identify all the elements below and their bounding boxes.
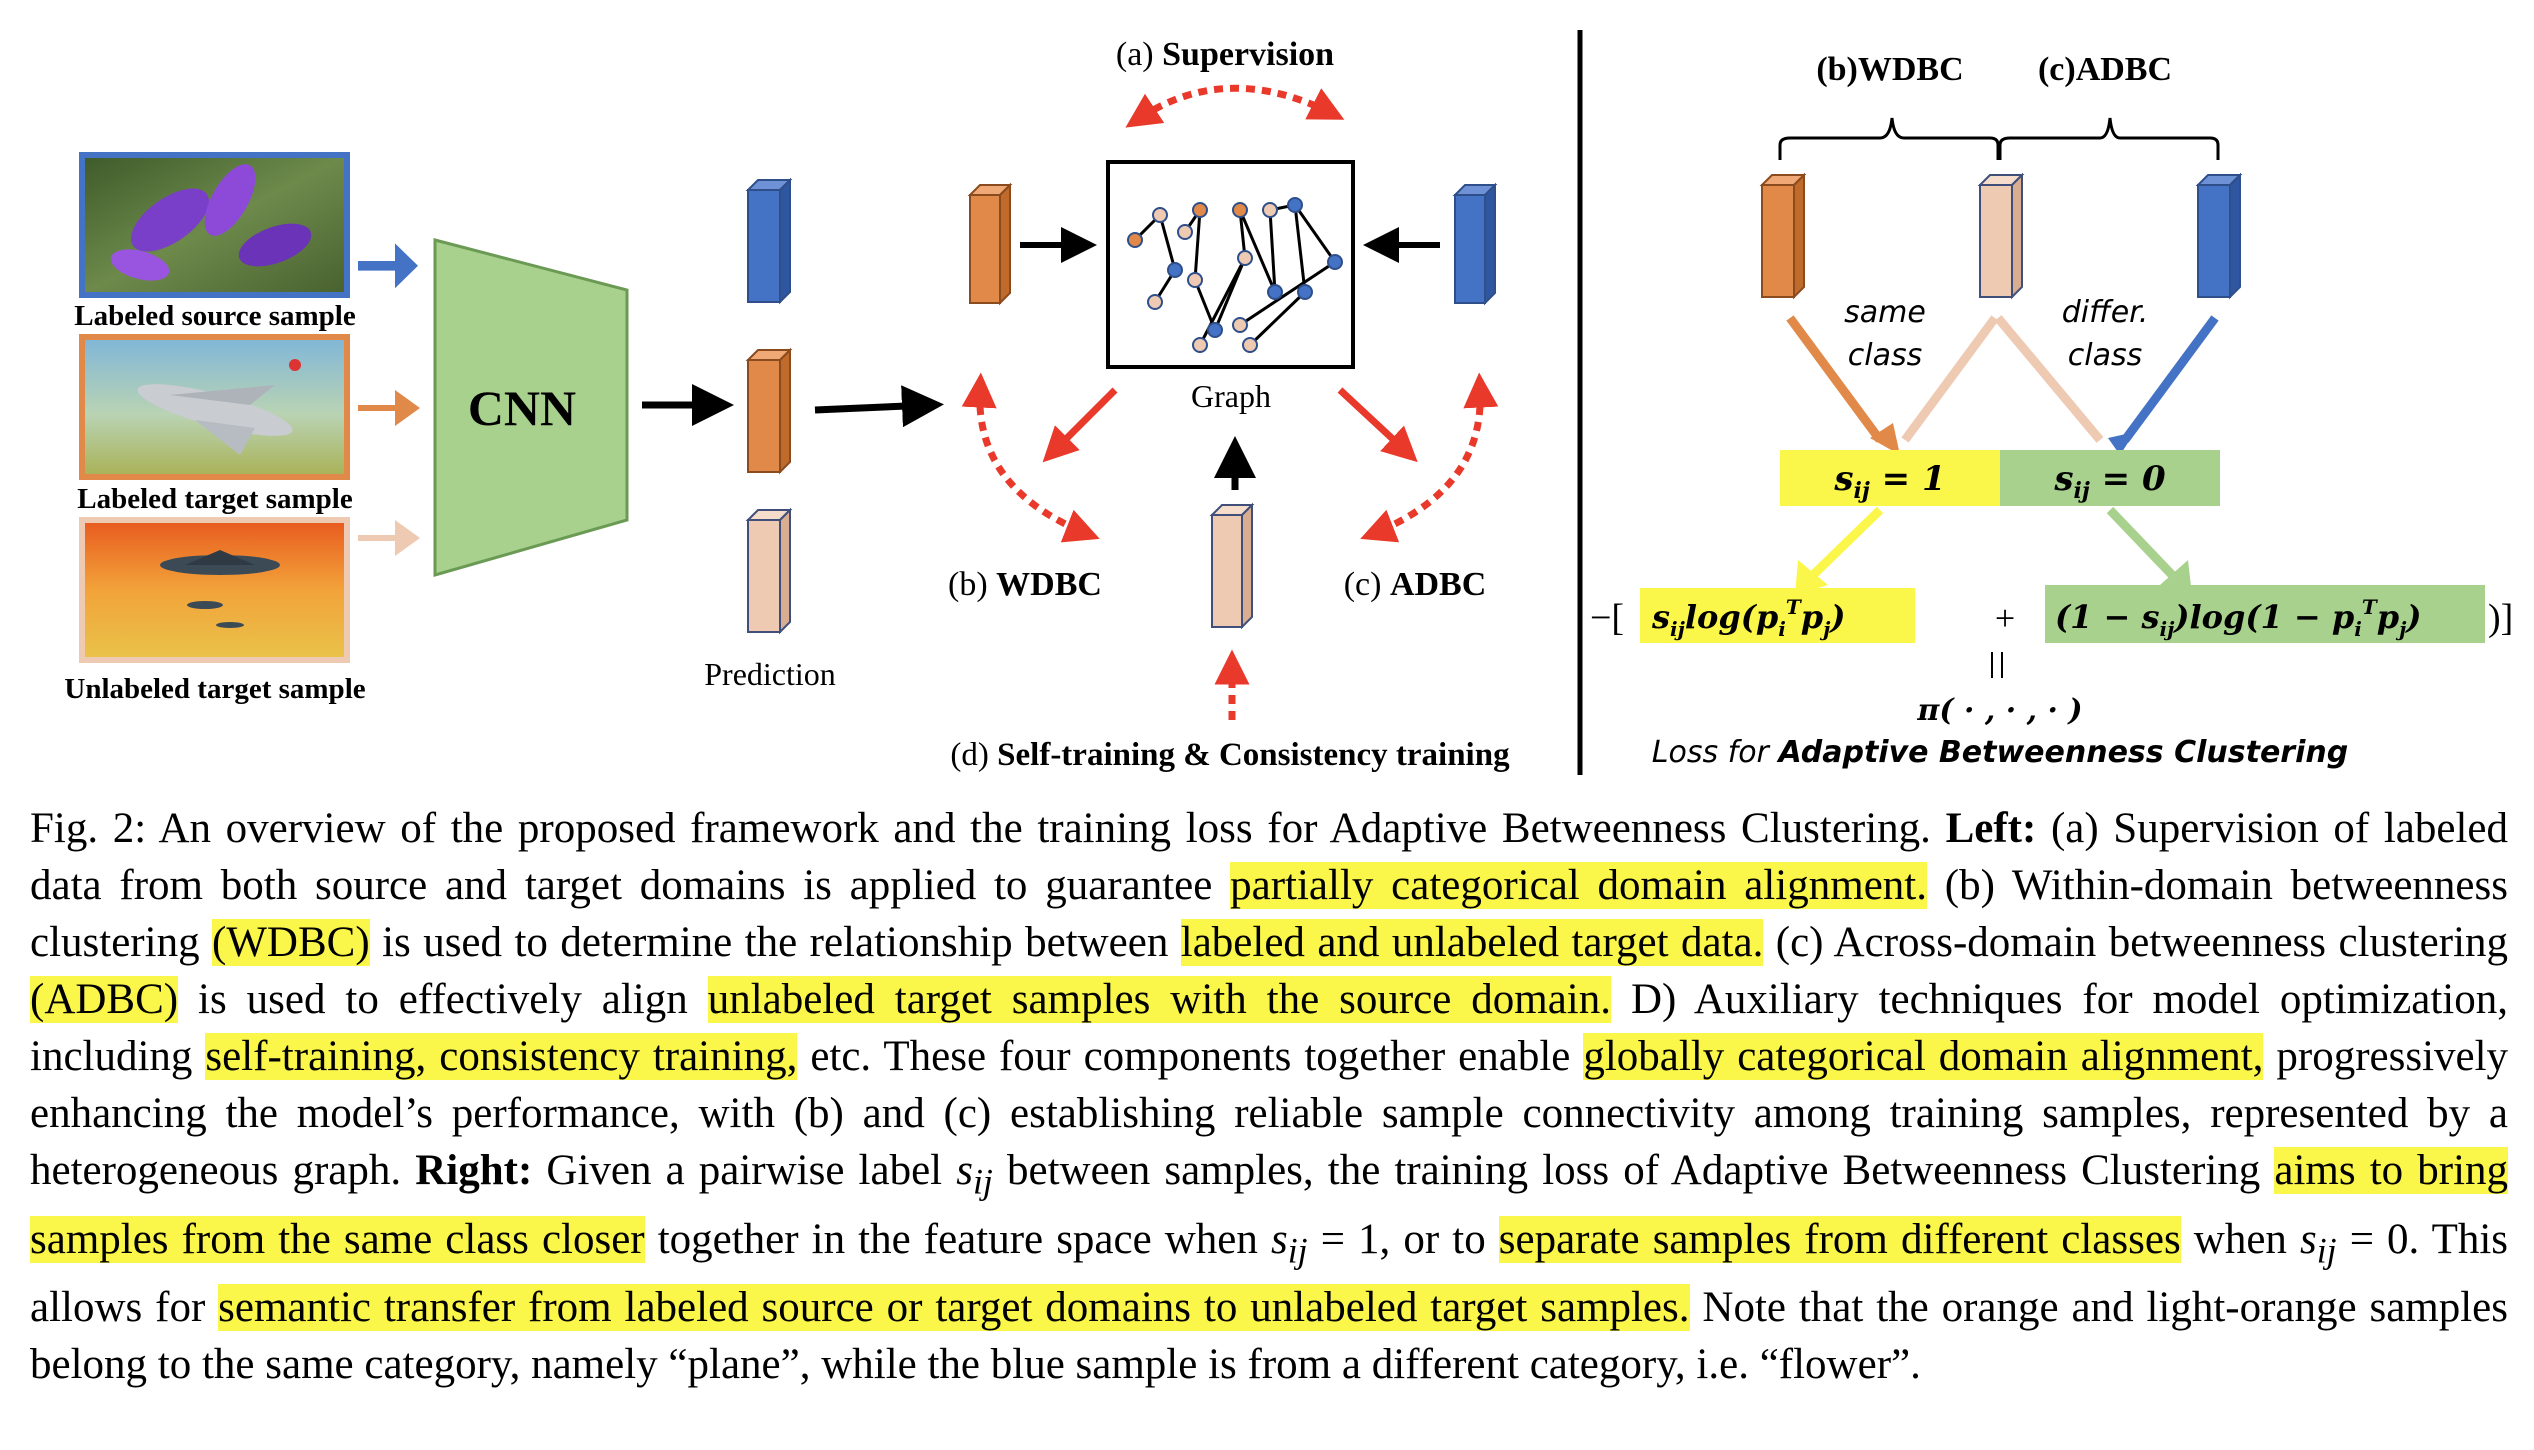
caption-right-label: Right: [415,1147,533,1194]
graph-input-orange [967,182,1013,306]
wdbc-dashed-arrow [961,372,1100,543]
loss-plus: + [1995,598,2015,638]
graph-input-blue [1452,182,1498,306]
caption-text: (b) Within-domain betweenness clustering [30,862,2508,966]
adbc-brace [1998,117,2220,160]
caption-text: (a) Supervision of labeled data from bot… [30,805,2508,909]
caption-highlight: labeled and unlabeled target data. [1180,919,1764,966]
caption-text: D) Auxiliary techniques for model optimi… [30,976,2508,1080]
framework-figure: Labeled source sample Labeled target sam… [64,30,2513,775]
self-training-label: (d) Self-training & Consistency training [950,737,1510,773]
s1-to-term-arrow [1806,506,1884,582]
input-arrows [358,243,420,556]
supervision-dashed-arrow [1125,84,1345,128]
s1-arrowhead [1795,560,1828,595]
features-to-graph-arrow [814,385,944,428]
right-header-adbc: (c)ADBC [2038,51,2172,88]
s0-to-term-arrow [2106,506,2179,582]
caption-text: is used to effectively align [198,976,688,1023]
right-bar-blue [2195,172,2243,300]
prediction-label: Prediction [704,656,836,692]
same-class-label-2: class [1848,338,1922,373]
caption-math: sij [956,1147,993,1202]
cnn-block [433,238,629,577]
figure-caption: Fig. 2: An overview of the proposed fram… [30,800,2508,1393]
right-header-wdbc: (b)WDBC [1816,51,1963,88]
right-bar-light-orange [1977,172,2025,300]
blue-to-s0-arrow [2121,315,2219,443]
light-orange-to-s0-arrow [1994,315,2104,443]
graph-nodes [1127,197,1343,353]
caption-text: when [2193,1215,2287,1263]
caption-text: = 0. This allows for [30,1215,2509,1332]
caption-highlight: (ADBC) [30,976,179,1023]
feature-bar-orange [745,347,793,475]
graph-box [1106,160,1355,369]
caption-math: sij [1270,1215,1308,1271]
s1-label: sij = 1 [1833,459,1945,504]
caption-text: etc. These four components together enab… [810,1033,1571,1080]
differ-class-label-2: class [2068,338,2142,373]
caption-text: is used to determine the relationship be… [382,919,1169,966]
adbc-label: (c) ADBC [1344,566,1487,603]
caption-text: = 1, or to [1320,1215,1486,1263]
framework-diagram: Labeled source sample Labeled target sam… [64,30,2513,775]
feature-bar-blue [745,177,793,305]
loss-open-bracket: −[ [1590,597,1624,639]
s0-label: sij = 0 [2053,459,2166,504]
light-orange-to-s1-arrow [1901,315,1999,443]
source-sample-label: Labeled source sample [74,300,356,332]
caption-highlight: self-training, consistency training, [205,1033,798,1080]
loss-pi: π( · , · , · ) [1916,693,2082,728]
loss-term-negative-box [2045,585,2485,643]
s0-box [2000,450,2220,506]
loss-term-positive-box [1640,588,1915,643]
caption-highlight: (WDBC) [212,919,370,966]
caption-text: together in the feature space when [657,1215,1258,1263]
caption-text: Note that the orange and light-orange sa… [30,1284,2508,1389]
graph-to-adbc-arrow [1337,387,1418,463]
source-sample-image [79,152,350,298]
s1-box [1780,450,2000,506]
caption-highlight: semantic transfer from labeled source or… [218,1284,1690,1332]
orange-to-s1-arrow [1786,315,1884,443]
caption-left-label: Left: [1945,805,2037,852]
caption-highlight: unlabeled target samples with the source… [707,976,1611,1023]
unlabeled-sample-label: Unlabeled target sample [64,673,365,705]
caption-highlight: partially categorical domain alignment. [1230,862,1927,909]
cnn-label: CNN [468,380,576,436]
caption-text: progressively enhancing the model’s perf… [30,1033,2509,1194]
caption-text: between samples, the training loss of Ad… [1007,1147,2261,1194]
caption-text: (c) Across-domain betweenness clustering [1775,919,2509,966]
unlabeled-sample-image [79,517,350,663]
loss-close-bracket: )] [2488,597,2513,639]
caption-highlight: globally categorical domain alignment, [1583,1033,2264,1080]
self-training-feature-bar [1209,502,1255,630]
target-sample-image [79,334,350,480]
wdbc-label: (b) WDBC [948,566,1102,603]
adbc-dashed-arrow [1360,372,1499,543]
orange-arrowhead [1870,423,1900,455]
differ-class-label-1: differ. [2062,295,2149,330]
caption-highlight: separate samples from different classes [1498,1215,2181,1263]
same-class-label-1: same [1844,295,1926,330]
graph-to-wdbc-arrow [1042,387,1118,463]
feature-bar-light-orange [745,507,793,635]
caption-text: Given a pairwise label [546,1147,943,1194]
blue-arrowhead [2108,432,2135,455]
caption-math: sij [2299,1215,2337,1271]
graph-label: Graph [1191,378,1271,414]
target-sample-label: Labeled target sample [77,483,353,515]
wdbc-brace [1778,117,2000,160]
supervision-label: (a) Supervision [1116,36,1334,73]
right-bar-orange [1759,172,1807,300]
caption-text: Fig. 2: An overview of the proposed fram… [30,805,1931,852]
loss-caption: Loss for Adaptive Betweenness Clustering [1652,735,2348,770]
